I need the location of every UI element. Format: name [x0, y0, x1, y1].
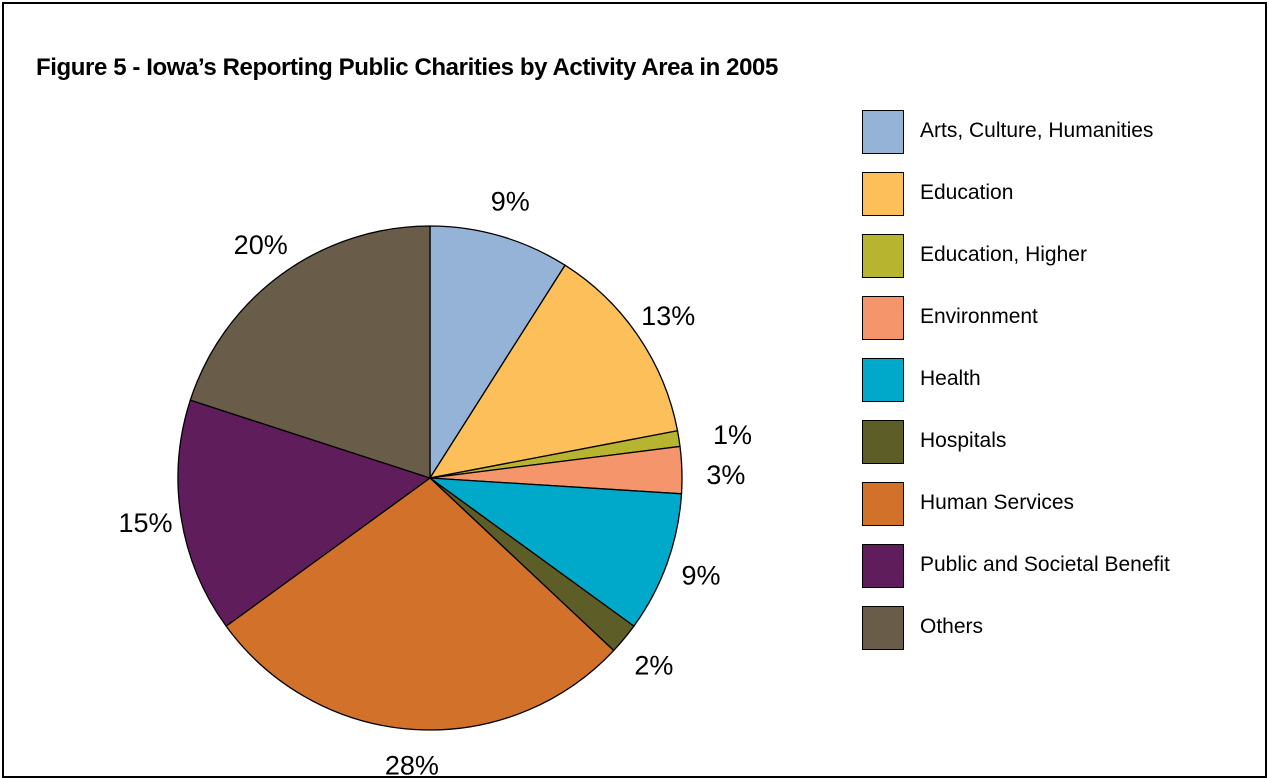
legend-label: Hospitals: [920, 429, 1007, 452]
legend-label: Health: [920, 367, 981, 390]
legend: Arts, Culture, Humanities Education Educat…: [862, 4, 1262, 704]
pie-slice-others: [189, 225, 431, 479]
legend-swatch: [862, 234, 904, 278]
legend-swatch: [862, 358, 904, 402]
legend-label: Public and Societal Benefit: [920, 553, 1170, 576]
legend-swatch: [862, 172, 904, 216]
legend-swatch: [862, 296, 904, 340]
legend-swatch: [862, 544, 904, 588]
slice-label: 1%: [713, 420, 752, 450]
legend-label: Arts, Culture, Humanities: [920, 119, 1154, 142]
legend-label: Education: [920, 181, 1014, 204]
slice-label: 13%: [641, 301, 695, 331]
legend-swatch: [862, 482, 904, 526]
legend-label: Education, Higher: [920, 243, 1087, 266]
slice-label: 20%: [234, 230, 288, 260]
pie-slice-human-services: [225, 477, 615, 731]
pie-slice-public-and-societal-benefit: [177, 399, 431, 627]
pie-chart: 9% 13% 1% 3% 9% 2% 28% 15% 20%: [118, 186, 752, 776]
slice-label: 28%: [385, 750, 439, 776]
chart-title: Figure 5 - Iowa’s Reporting Public Chari…: [36, 54, 778, 81]
slice-label: 3%: [706, 460, 745, 490]
legend-swatch: [862, 110, 904, 154]
slice-label: 9%: [681, 561, 720, 591]
legend-label: Environment: [920, 305, 1038, 328]
slice-label: 2%: [634, 651, 673, 681]
slice-label: 9%: [491, 186, 530, 216]
legend-label: Human Services: [920, 491, 1075, 514]
slice-label: 15%: [118, 508, 172, 538]
pie-slice-health: [429, 477, 683, 627]
pie-slice-education: [429, 264, 679, 479]
legend-swatch: [862, 420, 904, 464]
pie-slice-arts-culture-humanities: [429, 225, 566, 479]
legend-label: Others: [920, 615, 984, 638]
legend-swatch: [862, 606, 904, 650]
